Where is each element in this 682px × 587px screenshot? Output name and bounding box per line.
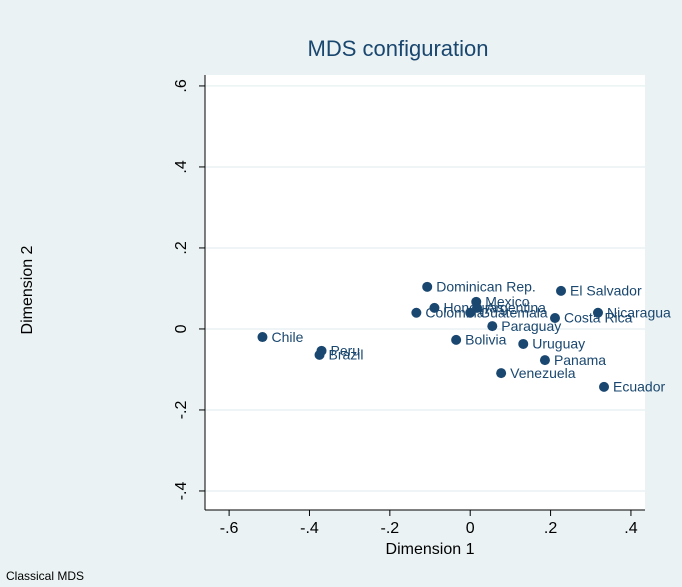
y-tick-label: .6 <box>173 79 190 92</box>
plot-area <box>205 75 645 510</box>
point-label: Dominican Rep. <box>436 279 536 295</box>
point <box>518 338 529 349</box>
point <box>429 302 440 313</box>
note: Classical MDS <box>6 569 84 583</box>
y-axis-label: Dimension 2 <box>19 245 36 334</box>
point-label: El Salvador <box>570 283 642 299</box>
x-axis-label: Dimension 1 <box>386 541 475 558</box>
point-label: Paraguay <box>501 318 561 334</box>
x-tick-label: -.6 <box>220 520 239 537</box>
x-tick-label: 0 <box>466 520 475 537</box>
point <box>599 381 610 392</box>
point <box>422 281 433 292</box>
x-tick-label: .4 <box>624 520 637 537</box>
x-tick-label: -.2 <box>381 520 400 537</box>
point <box>487 321 498 332</box>
point <box>411 307 422 318</box>
point-label: Venezuela <box>510 365 576 381</box>
y-tick-label: 0 <box>173 324 190 333</box>
x-tick-label: .2 <box>544 520 557 537</box>
point-label: Chile <box>271 329 303 345</box>
point <box>314 349 325 360</box>
y-tick-label: -.4 <box>173 482 190 501</box>
point <box>451 334 462 345</box>
point <box>539 355 550 366</box>
point-label: Ecuador <box>613 379 665 395</box>
point <box>556 285 567 296</box>
chart-title: MDS configuration <box>308 36 489 61</box>
point <box>496 368 507 379</box>
point <box>592 307 603 318</box>
point-label: Nicaragua <box>607 304 671 320</box>
y-tick-label: .4 <box>173 160 190 173</box>
point-label: Panama <box>554 352 606 368</box>
point-label: Peru <box>331 343 361 359</box>
point-label: Argentina <box>486 300 546 316</box>
y-tick-label: .2 <box>173 241 190 254</box>
point-label: Bolivia <box>465 332 506 348</box>
x-tick-label: -.4 <box>300 520 319 537</box>
point-label: Brazil <box>329 347 364 363</box>
point-label: Uruguay <box>532 336 585 352</box>
point-label: Mexico <box>485 294 530 310</box>
point <box>549 313 560 324</box>
point <box>465 307 476 318</box>
y-tick-label: -.2 <box>173 401 190 420</box>
point <box>257 332 268 343</box>
point-label: Guatemala <box>479 304 548 320</box>
